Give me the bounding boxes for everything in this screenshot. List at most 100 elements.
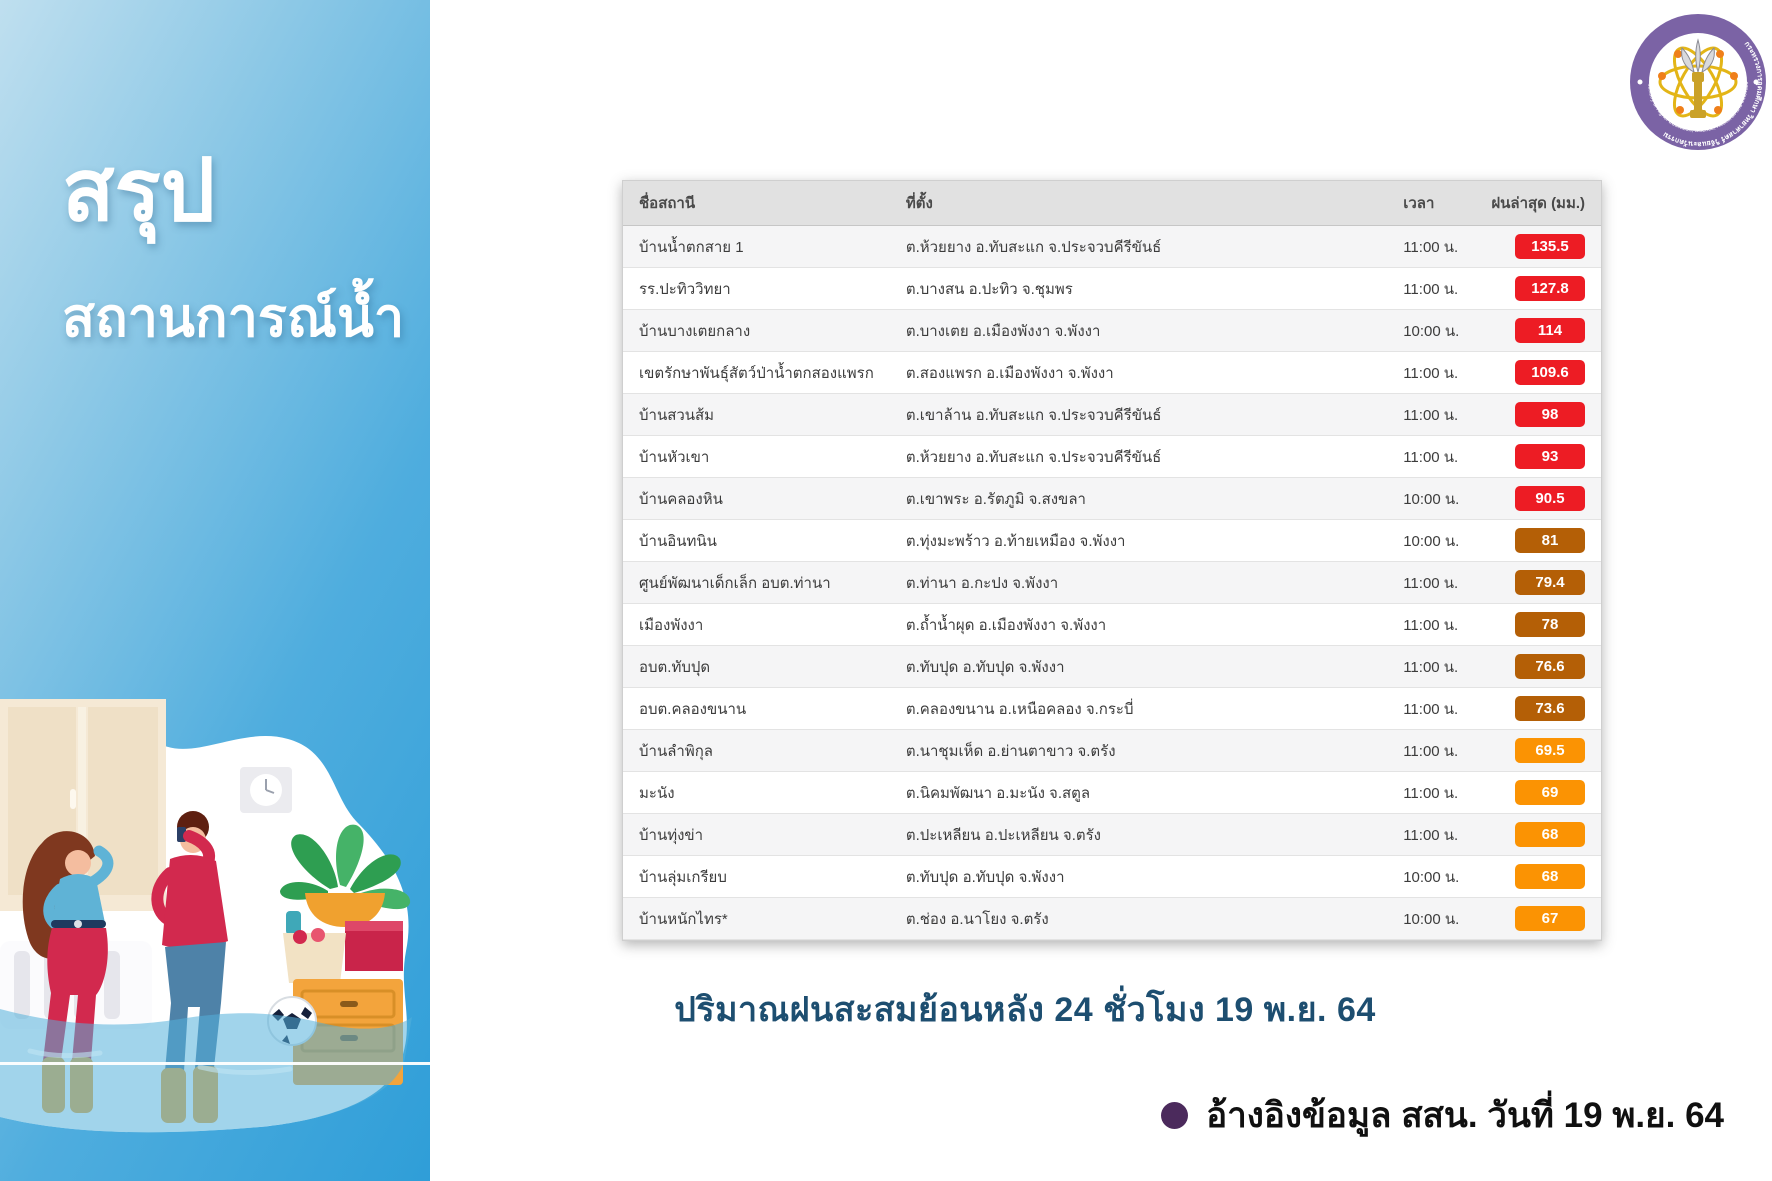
page-title-line2: สถานการณ์น้ำ: [62, 288, 405, 348]
location-cell: ต.เขาล้าน อ.ทับสะแก จ.ประจวบคีรีขันธ์: [889, 393, 1388, 436]
location-cell: ต.เขาพระ อ.รัตภูมิ จ.สงขลา: [889, 477, 1388, 520]
flood-illustration: [0, 699, 430, 1133]
data-reference: อ้างอิงข้อมูล สสน. วันที่ 19 พ.ย. 64: [1161, 1088, 1724, 1143]
panel-divider-line: [0, 1062, 430, 1065]
location-cell: ต.ห้วยยาง อ.ทับสะแก จ.ประจวบคีรีขันธ์: [889, 225, 1388, 268]
rainfall-table: ชื่อสถานี ที่ตั้ง เวลา ฝนล่าสุด (มม.) บ้…: [622, 180, 1602, 941]
time-cell: 11:00 น.: [1387, 603, 1476, 646]
station-cell: รร.ปะทิววิทยา: [623, 267, 890, 310]
time-cell: 11:00 น.: [1387, 771, 1476, 814]
header-station: ชื่อสถานี: [623, 181, 890, 226]
rain-cell: 78: [1475, 603, 1601, 646]
table-row: เมืองพังงา ต.ถ้ำน้ำผุด อ.เมืองพังงา จ.พั…: [623, 603, 1601, 646]
rain-badge: 67: [1515, 906, 1585, 931]
station-cell: บ้านหัวเขา: [623, 435, 890, 478]
location-cell: ต.นิคมพัฒนา อ.มะนัง จ.สตูล: [889, 771, 1388, 814]
rain-cell: 76.6: [1475, 645, 1601, 688]
rain-badge: 114: [1515, 318, 1585, 343]
station-cell: ศูนย์พัฒนาเด็กเล็ก อบต.ท่านา: [623, 561, 890, 604]
station-cell: บ้านบางเตยกลาง: [623, 309, 890, 352]
table-row: บ้านคลองหิน ต.เขาพระ อ.รัตภูมิ จ.สงขลา 1…: [623, 477, 1601, 520]
rain-badge: 135.5: [1515, 234, 1585, 259]
rain-cell: 127.8: [1475, 267, 1601, 310]
table-row: อบต.ทับปุด ต.ทับปุด อ.ทับปุด จ.พังงา 11:…: [623, 645, 1601, 688]
station-cell: อบต.คลองขนาน: [623, 687, 890, 730]
rain-badge: 76.6: [1515, 654, 1585, 679]
rain-badge: 68: [1515, 822, 1585, 847]
table-header-row: ชื่อสถานี ที่ตั้ง เวลา ฝนล่าสุด (มม.): [623, 181, 1601, 226]
rain-cell: 98: [1475, 393, 1601, 436]
logo-atom-dots: [1658, 50, 1738, 114]
location-cell: ต.ห้วยยาง อ.ทับสะแก จ.ประจวบคีรีขันธ์: [889, 435, 1388, 478]
location-cell: ต.ทุ่งมะพร้าว อ.ท้ายเหมือง จ.พังงา: [889, 519, 1388, 562]
rain-badge: 98: [1515, 402, 1585, 427]
rain-cell: 135.5: [1475, 225, 1601, 268]
rain-cell: 114: [1475, 309, 1601, 352]
table-row: บ้านน้ำตกสาย 1 ต.ห้วยยาง อ.ทับสะแก จ.ประ…: [623, 225, 1601, 268]
station-cell: เมืองพังงา: [623, 603, 890, 646]
page-title-line1: สรุป: [62, 143, 216, 239]
rain-cell: 90.5: [1475, 477, 1601, 520]
rain-badge: 127.8: [1515, 276, 1585, 301]
table-row: อบต.คลองขนาน ต.คลองขนาน อ.เหนือคลอง จ.กร…: [623, 687, 1601, 730]
station-cell: บ้านหนักไทร*: [623, 897, 890, 940]
time-cell: 10:00 น.: [1387, 855, 1476, 898]
table-row: บ้านทุ่งข่า ต.ปะเหลียน อ.ปะเหลียน จ.ตรัง…: [623, 813, 1601, 856]
time-cell: 11:00 น.: [1387, 225, 1476, 268]
left-panel: สรุป สถานการณ์น้ำ: [0, 0, 430, 1181]
station-cell: เขตรักษาพันธุ์สัตว์ป่าน้ำตกสองแพรก: [623, 351, 890, 394]
time-cell: 11:00 น.: [1387, 645, 1476, 688]
location-cell: ต.ทับปุด อ.ทับปุด จ.พังงา: [889, 855, 1388, 898]
rain-cell: 69: [1475, 771, 1601, 814]
station-cell: บ้านคลองหิน: [623, 477, 890, 520]
rain-badge: 78: [1515, 612, 1585, 637]
station-cell: บ้านลำพิกุล: [623, 729, 890, 772]
bullet-dot-icon: [1161, 1102, 1189, 1129]
table-row: บ้านสวนส้ม ต.เขาล้าน อ.ทับสะแก จ.ประจวบค…: [623, 393, 1601, 436]
rain-cell: 68: [1475, 855, 1601, 898]
reference-text: อ้างอิงข้อมูล สสน. วันที่ 19 พ.ย. 64: [1206, 1096, 1724, 1135]
station-cell: บ้านทุ่งข่า: [623, 813, 890, 856]
time-cell: 10:00 น.: [1387, 309, 1476, 352]
rain-table-body: บ้านน้ำตกสาย 1 ต.ห้วยยาง อ.ทับสะแก จ.ประ…: [623, 225, 1601, 940]
table-row: บ้านหนักไทร* ต.ช่อง อ.นาโยง จ.ตรัง 10:00…: [623, 897, 1601, 940]
time-cell: 11:00 น.: [1387, 267, 1476, 310]
rain-badge: 79.4: [1515, 570, 1585, 595]
location-cell: ต.ช่อง อ.นาโยง จ.ตรัง: [889, 897, 1388, 940]
station-cell: บ้านสวนส้ม: [623, 393, 890, 436]
rain-badge: 69: [1515, 780, 1585, 805]
time-cell: 10:00 น.: [1387, 897, 1476, 940]
time-cell: 11:00 น.: [1387, 729, 1476, 772]
time-cell: 11:00 น.: [1387, 561, 1476, 604]
rain-badge: 93: [1515, 444, 1585, 469]
page-title: สรุป สถานการณ์น้ำ: [62, 148, 404, 360]
water-ripples: [27, 1048, 293, 1076]
location-cell: ต.บางเตย อ.เมืองพังงา จ.พังงา: [889, 309, 1388, 352]
station-cell: บ้านลุ่มเกรียบ: [623, 855, 890, 898]
table-row: เขตรักษาพันธุ์สัตว์ป่าน้ำตกสองแพรก ต.สอง…: [623, 351, 1601, 394]
header-location: ที่ตั้ง: [889, 181, 1388, 226]
station-cell: บ้านน้ำตกสาย 1: [623, 225, 890, 268]
rain-cell: 81: [1475, 519, 1601, 562]
header-rain: ฝนล่าสุด (มม.): [1475, 181, 1601, 226]
rain-cell: 73.6: [1475, 687, 1601, 730]
station-cell: บ้านอินทนิน: [623, 519, 890, 562]
location-cell: ต.ถ้ำน้ำผุด อ.เมืองพังงา จ.พังงา: [889, 603, 1388, 646]
station-cell: อบต.ทับปุด: [623, 645, 890, 688]
table-row: รร.ปะทิววิทยา ต.บางสน อ.ปะทิว จ.ชุมพร 11…: [623, 267, 1601, 310]
rain-badge: 90.5: [1515, 486, 1585, 511]
header-time: เวลา: [1387, 181, 1476, 226]
table-row: บ้านหัวเขา ต.ห้วยยาง อ.ทับสะแก จ.ประจวบค…: [623, 435, 1601, 478]
rain-cell: 79.4: [1475, 561, 1601, 604]
time-cell: 10:00 น.: [1387, 477, 1476, 520]
time-cell: 11:00 น.: [1387, 687, 1476, 730]
rain-badge: 109.6: [1515, 360, 1585, 385]
table-row: บ้านบางเตยกลาง ต.บางเตย อ.เมืองพังงา จ.พ…: [623, 309, 1601, 352]
rain-badge: 73.6: [1515, 696, 1585, 721]
location-cell: ต.ท่านา อ.กะปง จ.พังงา: [889, 561, 1388, 604]
location-cell: ต.ทับปุด อ.ทับปุด จ.พังงา: [889, 645, 1388, 688]
time-cell: 11:00 น.: [1387, 351, 1476, 394]
location-cell: ต.นาชุมเห็ด อ.ย่านตาขาว จ.ตรัง: [889, 729, 1388, 772]
rain-cell: 69.5: [1475, 729, 1601, 772]
